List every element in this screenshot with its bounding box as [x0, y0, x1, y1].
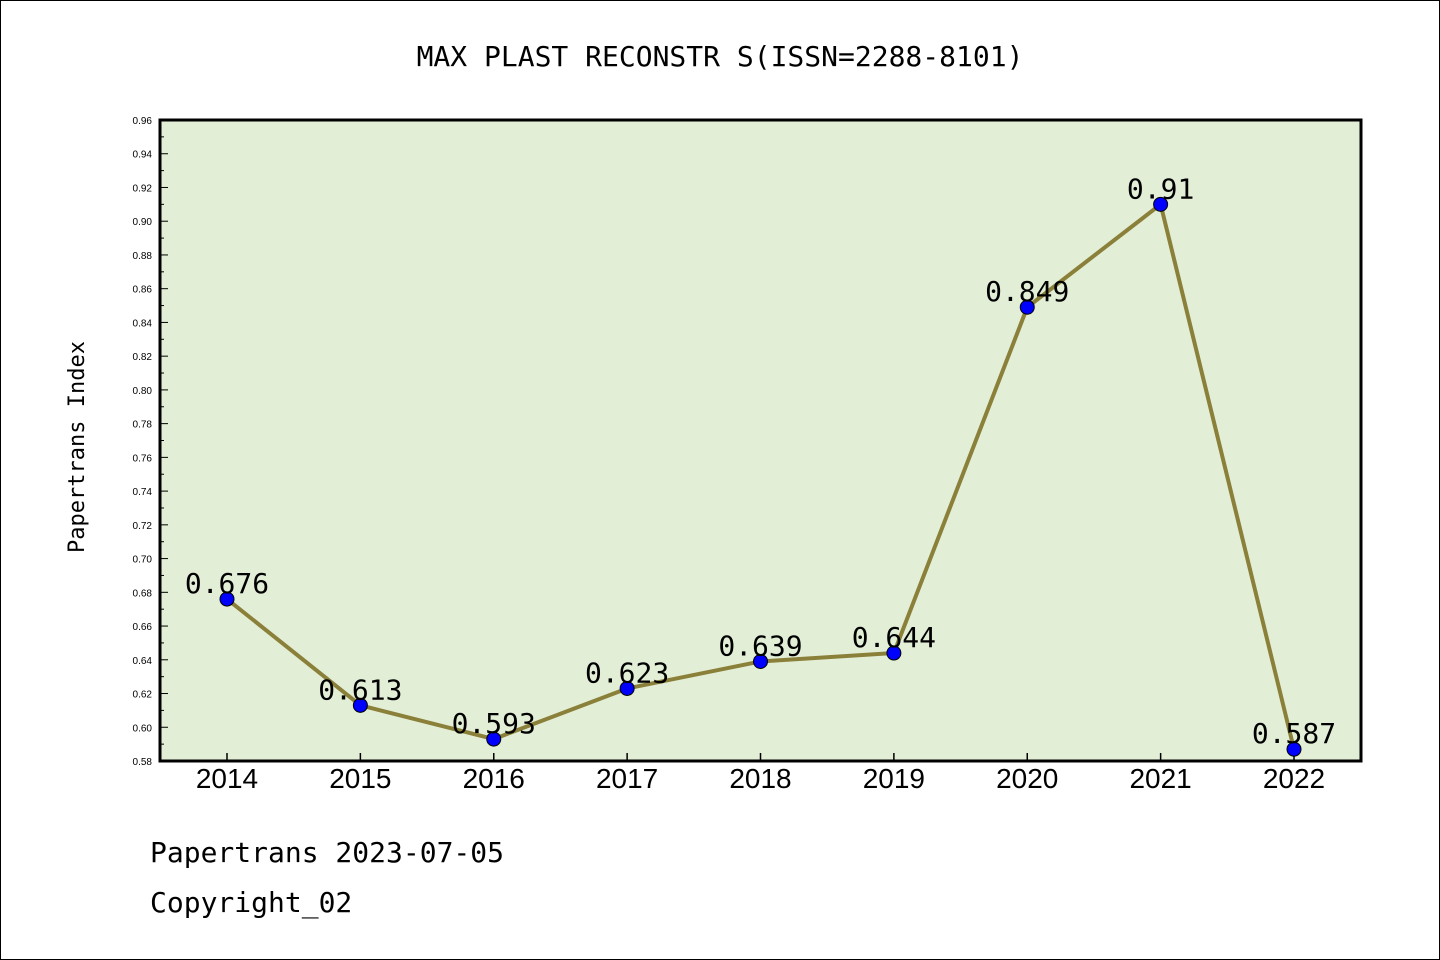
x-tick-label: 2018 — [729, 763, 791, 794]
x-tick-label: 2015 — [329, 763, 391, 794]
data-label: 0.849 — [985, 275, 1069, 308]
y-tick-label: 0.78 — [133, 420, 153, 431]
y-tick-label: 0.82 — [133, 352, 153, 363]
data-label: 0.644 — [852, 621, 936, 654]
x-tick-label: 2017 — [596, 763, 658, 794]
y-tick-label: 0.80 — [133, 386, 153, 397]
y-tick-label: 0.62 — [133, 690, 153, 701]
y-tick-label: 0.72 — [133, 521, 153, 532]
y-tick-label: 0.96 — [133, 116, 153, 127]
y-tick-label: 0.76 — [133, 453, 153, 464]
data-label: 0.613 — [318, 673, 402, 706]
data-point — [352, 697, 368, 713]
x-tick-label: 2020 — [996, 763, 1058, 794]
x-tick-label: 2014 — [196, 763, 258, 794]
y-tick-label: 0.60 — [133, 723, 153, 734]
footer-copyright: Copyright_02 — [150, 886, 353, 919]
y-tick-label: 0.84 — [133, 318, 153, 329]
x-tick-label: 2016 — [463, 763, 525, 794]
data-label: 0.593 — [452, 707, 536, 740]
chart-title: MAX PLAST RECONSTR S(ISSN=2288-8101) — [417, 40, 1024, 73]
y-tick-label: 0.88 — [133, 251, 153, 262]
x-axis: 2014 2015 2016 2017 2018 2019 2020 2021 2022 — [196, 753, 1325, 794]
data-point — [486, 731, 502, 747]
series-layer: 0.676 0.613 0.593 0.623 0.639 0.644 0.849 0.91 0… — [185, 172, 1336, 757]
y-tick-label: 0.86 — [133, 285, 153, 296]
y-tick-label: 0.68 — [133, 588, 153, 599]
data-label: 0.91 — [1127, 172, 1194, 205]
y-tick-label: 0.70 — [133, 555, 153, 566]
y-tick-label: 0.58 — [133, 757, 153, 768]
data-point — [886, 645, 902, 661]
data-point — [219, 591, 235, 607]
y-tick-label: 0.74 — [133, 487, 153, 498]
data-label: 0.587 — [1252, 717, 1336, 750]
y-tick-label: 0.94 — [133, 150, 153, 161]
x-tick-label: 2021 — [1129, 763, 1191, 794]
y-tick-label: 0.66 — [133, 622, 153, 633]
y-tick-label: 0.90 — [133, 217, 153, 228]
data-point — [1286, 741, 1302, 757]
y-axis: 0.58 0.60 0.62 0.64 0.66 0.68 0.70 0.72 0.74 0.76… — [133, 116, 168, 768]
data-point — [1153, 196, 1169, 212]
y-tick-label: 0.92 — [133, 183, 153, 194]
data-label: 0.676 — [185, 567, 269, 600]
data-point — [1019, 299, 1035, 315]
data-point — [753, 653, 768, 669]
x-tick-label: 2019 — [863, 763, 925, 794]
y-tick-label: 0.64 — [133, 656, 153, 667]
x-tick-label: 2022 — [1263, 763, 1325, 794]
data-label: 0.639 — [718, 629, 802, 662]
data-point — [619, 680, 635, 696]
footer-date: Papertrans 2023-07-05 — [150, 836, 505, 869]
y-axis-label: Papertrans Index — [65, 341, 90, 553]
data-label: 0.623 — [585, 656, 669, 689]
